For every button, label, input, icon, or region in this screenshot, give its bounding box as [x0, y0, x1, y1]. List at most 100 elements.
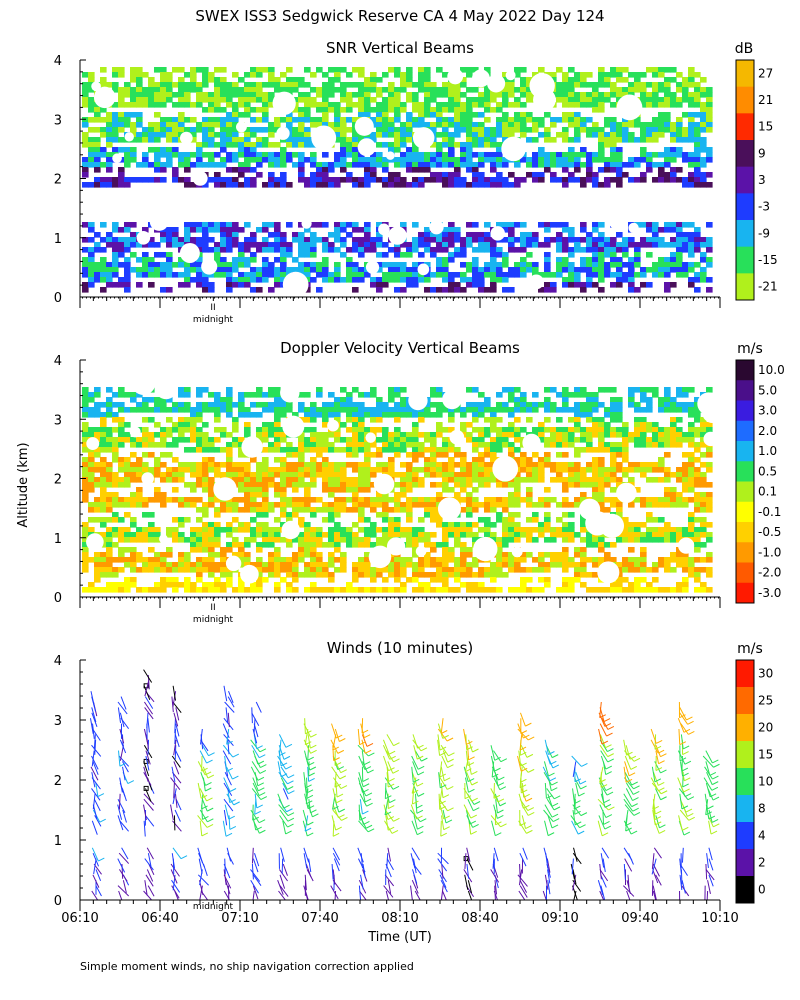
field-cell — [424, 462, 431, 468]
field-cell — [202, 432, 209, 438]
field-cell — [562, 167, 569, 173]
field-cell — [214, 397, 221, 403]
field-cell — [598, 257, 605, 263]
field-cell — [298, 447, 305, 453]
field-cell — [568, 587, 575, 593]
field-cell — [532, 452, 539, 458]
field-cell — [466, 582, 473, 588]
field-cell — [166, 152, 173, 158]
field-cell — [226, 532, 233, 538]
field-cell — [226, 82, 233, 88]
field-cell — [340, 237, 347, 243]
field-cell — [154, 552, 161, 558]
field-cell — [304, 117, 311, 123]
field-cell — [328, 557, 335, 563]
field-cell — [226, 277, 233, 283]
field-cell — [304, 427, 311, 433]
field-cell — [370, 117, 377, 123]
field-cell — [334, 157, 341, 163]
field-cell — [142, 587, 149, 593]
field-cell — [160, 552, 167, 558]
field-cell — [442, 157, 449, 163]
field-cell — [688, 247, 695, 253]
field-cell — [460, 547, 467, 553]
field-cell — [364, 572, 371, 578]
field-cell — [274, 467, 281, 473]
field-cell — [400, 287, 407, 293]
field-cell — [250, 517, 257, 523]
field-cell — [412, 262, 419, 268]
field-cell — [454, 482, 461, 488]
field-cell — [484, 587, 491, 593]
field-cell — [610, 237, 617, 243]
field-cell — [580, 82, 587, 88]
field-cell — [388, 517, 395, 523]
field-cell — [106, 167, 113, 173]
field-cell — [478, 477, 485, 483]
field-cell — [118, 127, 125, 133]
field-cell — [316, 497, 323, 503]
field-cell — [412, 587, 419, 593]
field-cell — [598, 267, 605, 273]
field-cell — [304, 237, 311, 243]
field-cell — [166, 262, 173, 268]
field-cell — [346, 262, 353, 268]
field-cell — [286, 127, 293, 133]
field-cell — [544, 112, 551, 118]
field-cell — [700, 92, 707, 98]
field-cell — [490, 427, 497, 433]
field-cell — [610, 257, 617, 263]
field-cell — [124, 577, 131, 583]
field-cell — [436, 142, 443, 148]
field-cell — [610, 177, 617, 183]
field-cell — [430, 517, 437, 523]
field-cell — [112, 267, 119, 273]
field-cell — [124, 147, 131, 153]
field-cell — [394, 157, 401, 163]
field-cell — [286, 482, 293, 488]
field-cell — [262, 277, 269, 283]
field-cell — [208, 227, 215, 233]
field-cell — [538, 67, 545, 73]
field-cell — [208, 157, 215, 163]
field-cell — [358, 87, 365, 93]
field-cell — [136, 557, 143, 563]
field-cell — [388, 127, 395, 133]
field-cell — [646, 102, 653, 108]
field-cell — [154, 137, 161, 143]
field-cell — [622, 247, 629, 253]
field-cell — [514, 112, 521, 118]
field-cell — [538, 497, 545, 503]
field-cell — [406, 467, 413, 473]
field-cell — [442, 107, 449, 113]
field-cell — [658, 242, 665, 248]
field-cell — [364, 442, 371, 448]
field-cell — [298, 142, 305, 148]
field-cell — [358, 407, 365, 413]
field-cell — [586, 247, 593, 253]
field-cell — [274, 492, 281, 498]
y-tick-label: 2 — [54, 173, 62, 188]
field-cell — [412, 447, 419, 453]
field-cell — [160, 497, 167, 503]
field-cell — [700, 237, 707, 243]
field-cell — [484, 482, 491, 488]
field-cell — [562, 82, 569, 88]
field-cell — [448, 157, 455, 163]
field-cell — [256, 492, 263, 498]
field-cell — [202, 92, 209, 98]
field-cell — [106, 242, 113, 248]
field-cell — [100, 567, 107, 573]
field-cell — [202, 222, 209, 228]
field-cell — [472, 257, 479, 263]
field-cell — [640, 282, 647, 288]
field-cell — [172, 227, 179, 233]
field-cell — [250, 492, 257, 498]
field-cell — [160, 462, 167, 468]
field-cell — [400, 272, 407, 278]
field-cell — [238, 447, 245, 453]
field-cell — [532, 402, 539, 408]
field-cell — [388, 467, 395, 473]
field-cell — [466, 167, 473, 173]
field-cell — [454, 542, 461, 548]
